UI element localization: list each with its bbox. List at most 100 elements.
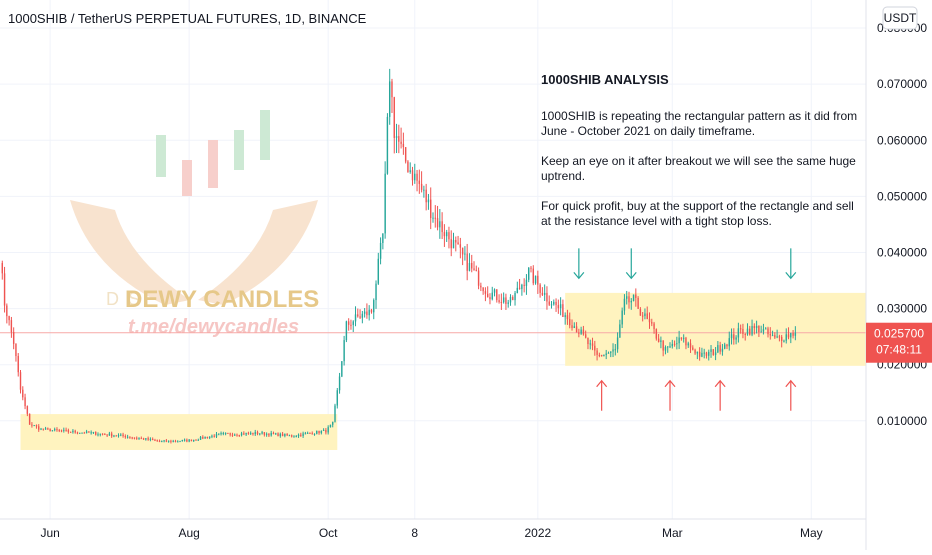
candle-up	[354, 314, 357, 322]
candle-up	[671, 343, 673, 347]
bar-countdown: 07:48:11	[876, 343, 922, 357]
candle-down	[518, 287, 521, 289]
candle-down	[231, 434, 234, 436]
candle-up	[521, 284, 523, 289]
candle-down	[591, 343, 594, 346]
candle-down	[263, 432, 266, 435]
watermark-candle-icon	[156, 135, 166, 177]
candle-down	[430, 199, 432, 219]
chart-title: 1000SHIB / TetherUS PERPETUAL FUTURES, 1…	[8, 11, 367, 26]
candle-down	[407, 161, 409, 172]
candle-up	[790, 333, 792, 338]
candle-down	[749, 328, 751, 335]
candle-down	[692, 347, 694, 350]
candle-down	[459, 244, 462, 248]
candle-up	[259, 433, 261, 435]
candle-up	[320, 430, 323, 434]
candle-down	[402, 143, 405, 148]
down-arrow-icon	[625, 248, 637, 280]
candle-down	[418, 180, 421, 184]
candle-down	[347, 321, 350, 325]
candle-down	[512, 296, 514, 301]
candle-down	[290, 435, 293, 437]
candle-down	[639, 308, 642, 316]
candle-up	[746, 328, 749, 335]
candle-down	[753, 326, 756, 328]
candle-down	[133, 437, 136, 439]
candle-down	[694, 349, 696, 354]
candle-down	[236, 434, 238, 436]
candle-up	[696, 351, 699, 354]
candle-up	[427, 199, 430, 203]
candle-up	[714, 352, 717, 355]
candle-down	[420, 183, 423, 190]
candle-up	[564, 315, 566, 318]
candle-up	[543, 292, 546, 295]
candle-up	[762, 329, 765, 332]
candle-down	[443, 232, 446, 237]
candle-down	[151, 438, 154, 440]
candle-up	[678, 337, 680, 344]
candle-down	[778, 336, 781, 338]
candle-up	[338, 376, 341, 391]
candle-down	[10, 320, 13, 333]
candle-up	[33, 425, 35, 427]
candle-up	[751, 326, 753, 335]
candle-down	[466, 253, 468, 271]
watermark-candle-icon	[260, 110, 270, 160]
candle-down	[698, 351, 701, 357]
candle-up	[361, 313, 364, 318]
price-axis[interactable]: 0.0800000.0700000.0600000.0500000.040000…	[877, 21, 927, 428]
candle-up	[464, 253, 466, 255]
candle-down	[641, 315, 644, 317]
down-arrow-head	[625, 271, 637, 280]
candle-up	[218, 433, 220, 435]
candle-down	[628, 296, 630, 303]
candle-down	[88, 431, 90, 433]
candle-up	[275, 433, 277, 435]
annotation-arrows[interactable]	[573, 248, 797, 411]
candle-up	[423, 189, 425, 191]
candle-up	[215, 433, 218, 437]
last-price-value: 0.025700	[874, 327, 924, 341]
price-tick-label: 0.010000	[877, 414, 927, 428]
candle-up	[516, 287, 519, 294]
candle-down	[67, 430, 70, 432]
candle-up	[710, 349, 712, 352]
candle-up	[730, 334, 733, 339]
candle-down	[648, 318, 651, 323]
candle-down	[136, 437, 138, 439]
candle-up	[432, 217, 434, 219]
candle-down	[24, 397, 26, 407]
up-arrow-head	[664, 379, 676, 388]
candle-up	[249, 432, 252, 434]
price-tick-label: 0.030000	[877, 302, 927, 316]
candle-down	[498, 300, 500, 302]
candle-up	[224, 432, 227, 434]
currency-button[interactable]: USDT	[882, 6, 918, 30]
candle-up	[765, 328, 767, 330]
candle-down	[110, 433, 113, 437]
candle-down	[309, 432, 311, 434]
candle-up	[377, 258, 380, 284]
candle-up	[99, 433, 101, 435]
candlestick-series[interactable]	[1, 68, 797, 444]
candle-down	[115, 435, 117, 437]
analysis-note[interactable]: 1000SHIB ANALYSIS 1000SHIB is repeating …	[541, 72, 857, 228]
watermark-link: t.me/dewycandles	[128, 316, 299, 338]
candle-down	[598, 354, 601, 356]
candle-up	[676, 343, 678, 345]
candle-down	[195, 439, 197, 441]
candle-down	[587, 337, 589, 345]
candle-up	[138, 438, 140, 440]
time-axis[interactable]: Jun Aug Oct 8 2022 Mar May	[40, 526, 822, 540]
candle-down	[434, 217, 436, 219]
candle-up	[211, 435, 213, 437]
candle-down	[277, 433, 279, 437]
candle-down	[35, 425, 38, 427]
candle-down	[769, 334, 771, 336]
down-arrow-head	[785, 271, 797, 280]
candle-up	[270, 432, 272, 436]
candle-down	[227, 432, 229, 434]
